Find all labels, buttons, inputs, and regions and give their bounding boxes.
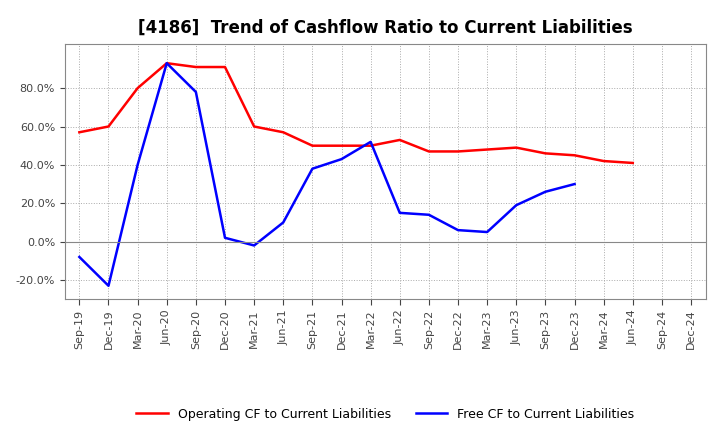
Operating CF to Current Liabilities [570,153,579,158]
Operating CF to Current Liabilities [308,143,317,148]
Free CF to Current Liabilities [512,202,521,208]
Free CF to Current Liabilities [163,61,171,66]
Free CF to Current Liabilities [220,235,229,240]
Legend: Operating CF to Current Liabilities, Free CF to Current Liabilities: Operating CF to Current Liabilities, Fre… [131,403,639,425]
Free CF to Current Liabilities [104,283,113,288]
Operating CF to Current Liabilities [192,64,200,70]
Operating CF to Current Liabilities [366,143,375,148]
Operating CF to Current Liabilities [629,160,637,165]
Free CF to Current Liabilities [395,210,404,216]
Operating CF to Current Liabilities [395,137,404,143]
Free CF to Current Liabilities [541,189,550,194]
Line: Free CF to Current Liabilities: Free CF to Current Liabilities [79,63,575,286]
Free CF to Current Liabilities [133,162,142,168]
Operating CF to Current Liabilities [512,145,521,150]
Free CF to Current Liabilities [570,181,579,187]
Operating CF to Current Liabilities [133,85,142,91]
Operating CF to Current Liabilities [75,130,84,135]
Operating CF to Current Liabilities [279,130,287,135]
Operating CF to Current Liabilities [425,149,433,154]
Operating CF to Current Liabilities [163,61,171,66]
Free CF to Current Liabilities [366,139,375,144]
Free CF to Current Liabilities [483,229,492,235]
Operating CF to Current Liabilities [337,143,346,148]
Line: Operating CF to Current Liabilities: Operating CF to Current Liabilities [79,63,633,163]
Free CF to Current Liabilities [454,227,462,233]
Free CF to Current Liabilities [337,157,346,162]
Free CF to Current Liabilities [425,212,433,217]
Operating CF to Current Liabilities [104,124,113,129]
Title: [4186]  Trend of Cashflow Ratio to Current Liabilities: [4186] Trend of Cashflow Ratio to Curren… [138,19,632,37]
Free CF to Current Liabilities [250,243,258,248]
Operating CF to Current Liabilities [250,124,258,129]
Operating CF to Current Liabilities [599,158,608,164]
Free CF to Current Liabilities [308,166,317,171]
Operating CF to Current Liabilities [483,147,492,152]
Operating CF to Current Liabilities [541,151,550,156]
Operating CF to Current Liabilities [454,149,462,154]
Free CF to Current Liabilities [75,254,84,260]
Operating CF to Current Liabilities [220,64,229,70]
Free CF to Current Liabilities [279,220,287,225]
Free CF to Current Liabilities [192,89,200,95]
